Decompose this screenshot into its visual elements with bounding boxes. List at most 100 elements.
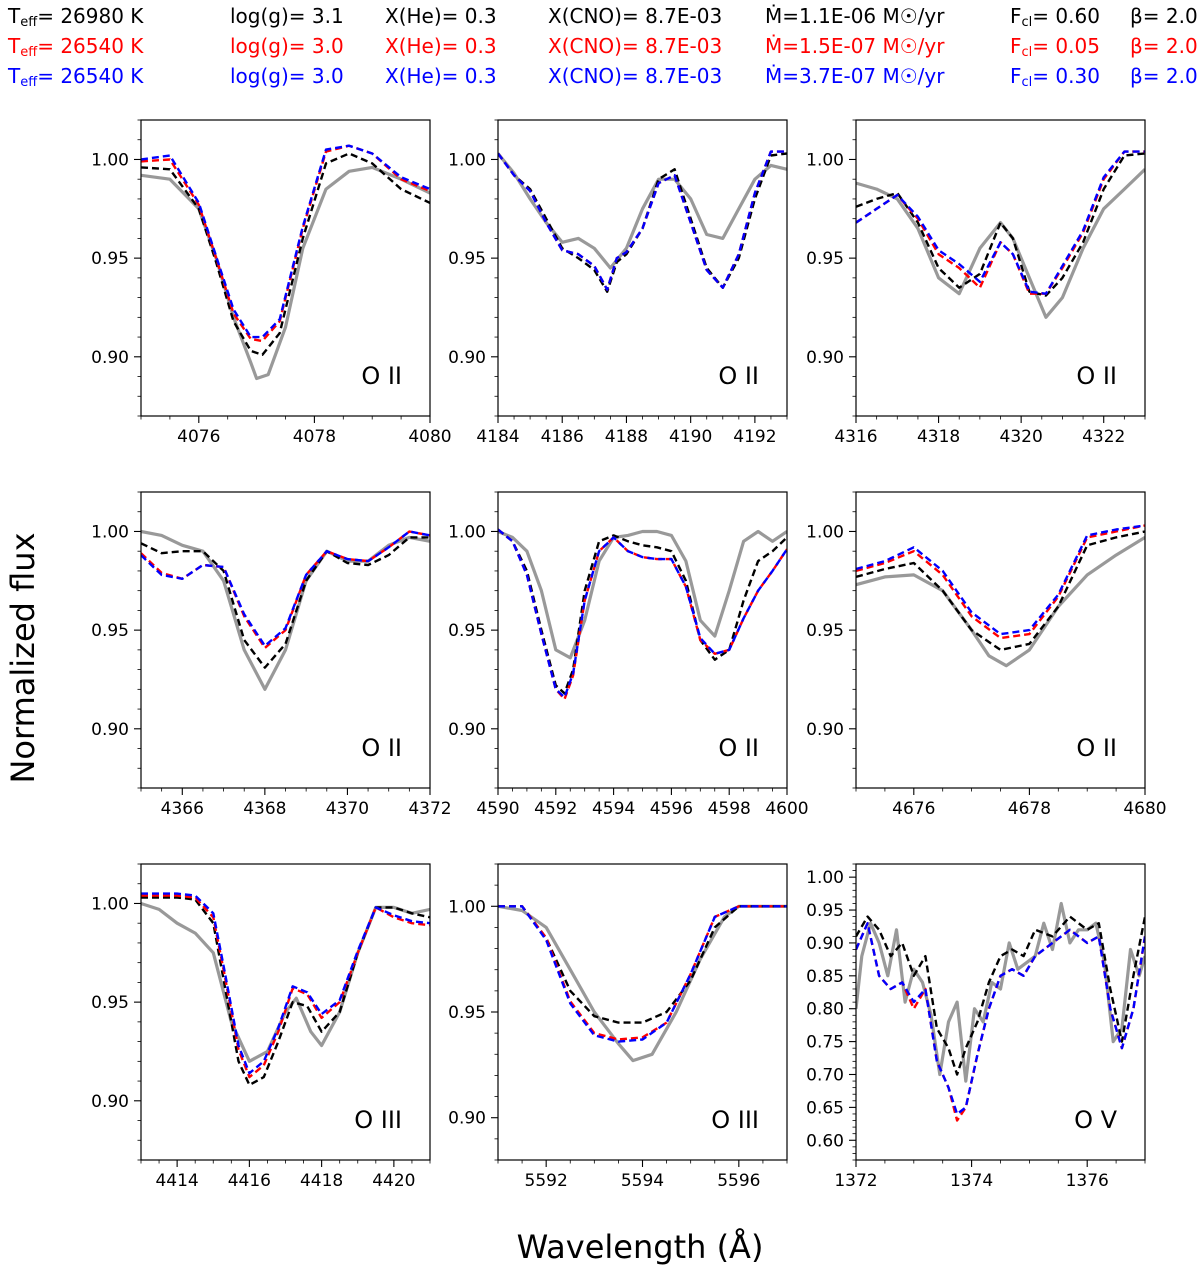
- ion-label: O II: [718, 362, 759, 390]
- legend-xcno: X(CNO)= 8.7E-03: [548, 4, 723, 28]
- series-model-red: [856, 524, 1145, 640]
- panel: 4590 4592 4594 4596 4598 4600 0.90 0.95 1.00 O II: [448, 491, 809, 819]
- x-tick-label: 4596: [650, 799, 693, 819]
- panel: 4676 4678 4680 0.90 0.95 1.00 O II: [806, 491, 1167, 819]
- y-tick-label: 0.90: [448, 1109, 486, 1129]
- series-model-black: [498, 152, 787, 293]
- series-model-blue: [498, 150, 787, 291]
- x-tick-label: 1376: [1066, 1171, 1109, 1191]
- x-tick-label: 4186: [541, 427, 584, 447]
- x-tick-label: 4078: [293, 427, 336, 447]
- y-tick-label: 0.90: [448, 720, 486, 740]
- series-group: [856, 901, 1145, 1122]
- series-model-blue: [498, 528, 787, 699]
- series-model-red: [498, 150, 787, 291]
- legend-beta: β= 2.0: [1130, 64, 1198, 88]
- legend-logg: log(g)= 3.0: [230, 64, 344, 88]
- series-observed: [856, 536, 1145, 668]
- legend-row: Teff= 26980 K log(g)= 3.1 X(He)= 0.3 X(CNO)…: [0, 4, 1200, 34]
- y-tick-label: 0.95: [91, 249, 129, 269]
- legend-mdot: Ṁ=1.5E-07 M☉/yr: [765, 34, 945, 58]
- y-tick-label: 1.00: [448, 897, 486, 917]
- series-group: [141, 892, 430, 1087]
- x-tick-label: 4676: [892, 799, 935, 819]
- y-tick-label: 0.75: [806, 1033, 844, 1053]
- x-tick-label: 4190: [669, 427, 712, 447]
- series-observed: [498, 529, 787, 660]
- x-tick-label: 4598: [708, 799, 751, 819]
- legend-teff: Teff= 26980 K: [8, 4, 144, 30]
- y-tick-label: 0.90: [91, 720, 129, 740]
- legend-xcno: X(CNO)= 8.7E-03: [548, 34, 723, 58]
- series-model-black: [856, 915, 1145, 1076]
- x-tick-label: 4414: [155, 1171, 198, 1191]
- y-tick-label: 0.95: [91, 993, 129, 1013]
- ion-label: O II: [1076, 734, 1117, 762]
- series-model-black: [856, 152, 1145, 297]
- x-tick-label: 4418: [300, 1171, 343, 1191]
- series-model-red: [141, 894, 430, 1079]
- series-observed: [856, 901, 1145, 1083]
- x-axis-label: Wavelength (Å): [517, 1228, 764, 1266]
- legend-teff: Teff= 26540 K: [8, 64, 144, 90]
- y-tick-label: 0.65: [806, 1098, 844, 1118]
- y-tick-label: 1.00: [448, 150, 486, 170]
- legend-beta: β= 2.0: [1130, 4, 1198, 28]
- legend: Teff= 26980 K log(g)= 3.1 X(He)= 0.3 X(CNO)…: [0, 0, 1200, 100]
- x-tick-label: 4188: [605, 427, 648, 447]
- x-tick-label: 4590: [476, 799, 519, 819]
- legend-row: Teff= 26540 K log(g)= 3.0 X(He)= 0.3 X(CNO)…: [0, 64, 1200, 94]
- legend-logg: log(g)= 3.0: [230, 34, 344, 58]
- series-model-blue: [498, 905, 787, 1043]
- y-tick-label: 0.95: [448, 621, 486, 641]
- x-tick-label: 4184: [476, 427, 519, 447]
- y-tick-label: 0.95: [448, 1003, 486, 1023]
- ion-label: O V: [1074, 1106, 1118, 1134]
- x-tick-label: 1372: [834, 1171, 877, 1191]
- series-model-black: [856, 530, 1145, 652]
- legend-fcl: Fcl= 0.30: [1010, 64, 1100, 90]
- x-tick-label: 4320: [1000, 427, 1043, 447]
- series-model-blue: [141, 530, 430, 648]
- x-tick-label: 4316: [834, 427, 877, 447]
- series-observed: [141, 901, 430, 1063]
- legend-mdot: Ṁ=1.1E-06 M☉/yr: [765, 4, 945, 28]
- series-model-black: [141, 152, 430, 356]
- x-tick-label: 4416: [228, 1171, 271, 1191]
- y-tick-label: 0.95: [91, 621, 129, 641]
- x-tick-label: 4592: [534, 799, 577, 819]
- y-tick-label: 0.90: [806, 348, 844, 368]
- y-tick-label: 1.00: [806, 868, 844, 888]
- ion-label: O III: [354, 1106, 402, 1134]
- x-tick-label: 4420: [372, 1171, 415, 1191]
- y-tick-label: 0.85: [806, 967, 844, 987]
- y-tick-label: 0.95: [806, 621, 844, 641]
- x-tick-label: 4366: [161, 799, 204, 819]
- y-tick-label: 0.90: [448, 348, 486, 368]
- x-tick-label: 4600: [765, 799, 808, 819]
- y-axis-label: Normalized flux: [4, 532, 42, 783]
- series-group: [141, 529, 430, 691]
- x-tick-label: 4192: [733, 427, 776, 447]
- series-model-black: [498, 528, 787, 695]
- legend-beta: β= 2.0: [1130, 34, 1198, 58]
- y-tick-label: 0.80: [806, 1000, 844, 1020]
- legend-fcl: Fcl= 0.60: [1010, 4, 1100, 30]
- x-tick-label: 1374: [950, 1171, 993, 1191]
- series-model-red: [498, 905, 787, 1041]
- x-tick-label: 4368: [243, 799, 286, 819]
- panel: 4076 4078 4080 0.90 0.95 1.00 O II: [91, 119, 452, 447]
- panel: 4366 4368 4370 4372 0.90 0.95 1.00 O II: [91, 491, 452, 819]
- ion-label: O II: [361, 734, 402, 762]
- y-tick-label: 1.00: [448, 522, 486, 542]
- legend-xhe: X(He)= 0.3: [385, 64, 497, 88]
- series-model-blue: [856, 922, 1145, 1116]
- legend-mdot: Ṁ=3.7E-07 M☉/yr: [765, 64, 945, 88]
- series-group: [498, 150, 787, 293]
- x-tick-label: 4076: [177, 427, 220, 447]
- x-tick-label: 4080: [408, 427, 451, 447]
- y-tick-label: 0.60: [806, 1131, 844, 1151]
- legend-xhe: X(He)= 0.3: [385, 4, 497, 28]
- y-tick-label: 0.70: [806, 1065, 844, 1085]
- panel: 4316 4318 4320 4322 0.90 0.95 1.00 O II: [806, 119, 1146, 447]
